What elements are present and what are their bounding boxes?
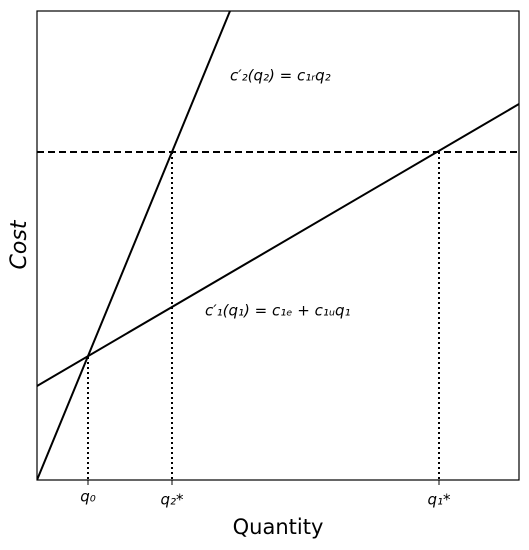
curve-c2 (37, 11, 231, 480)
y-axis-label: Cost (7, 219, 32, 269)
x-marker: q₀ (80, 488, 96, 506)
frame (36, 10, 520, 481)
x-marker: q₂* (160, 491, 184, 509)
curve-c1 (37, 103, 519, 387)
curve-label: c′₁(q₁) = c₁ₑ + c₁ᵤq₁ (205, 302, 351, 320)
curve-label: c′₂(q₂) = c₁ᵣq₂ (230, 67, 331, 85)
plot-area (37, 11, 519, 480)
x-axis-label: Quantity (233, 515, 324, 539)
x-marker: q₁* (427, 491, 451, 509)
